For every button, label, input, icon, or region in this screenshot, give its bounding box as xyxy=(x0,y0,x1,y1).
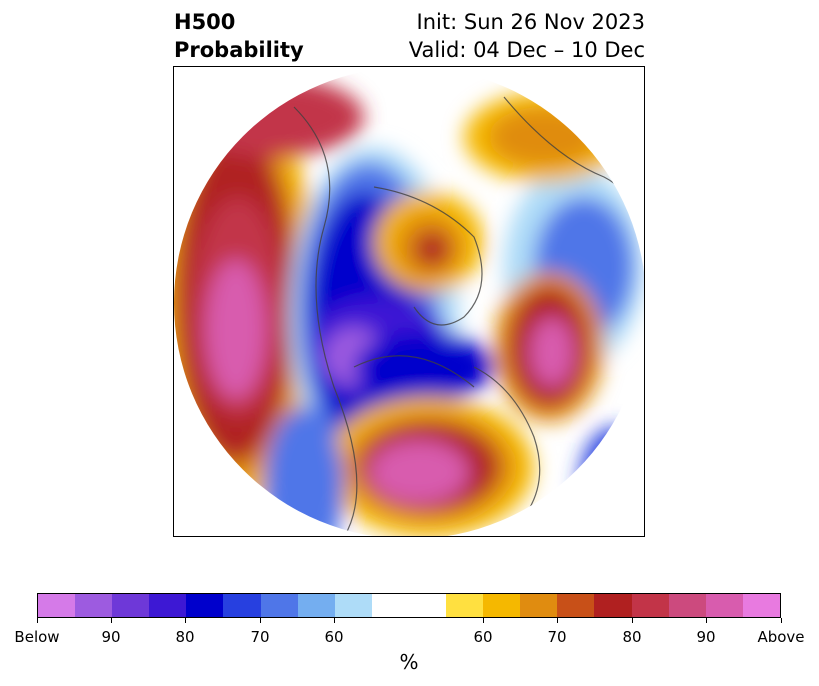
colorbar-cell xyxy=(520,594,558,617)
probability-map xyxy=(173,66,645,537)
colorbar-tick-label: 90 xyxy=(101,628,121,646)
map-title: H500 Probability xyxy=(174,8,304,64)
colorbar-cell xyxy=(223,594,261,617)
colorbar-tick-label: 80 xyxy=(622,628,642,646)
colorbar-tick-label: 90 xyxy=(696,628,716,646)
colorbar-tick-label: 80 xyxy=(175,628,195,646)
colorbar-tick-label: 70 xyxy=(250,628,270,646)
colorbar-cell xyxy=(334,594,372,617)
map-dates: Init: Sun 26 Nov 2023 Valid: 04 Dec – 10… xyxy=(409,8,645,64)
colorbar-cell xyxy=(186,594,224,617)
colorbar-cell xyxy=(260,594,298,617)
colorbar-cell xyxy=(594,594,632,617)
colorbar-tick-mark xyxy=(185,618,186,623)
colorbar-cell xyxy=(112,594,150,617)
colorbar-tick-mark xyxy=(483,618,484,623)
colorbar-tick-label: 60 xyxy=(473,628,493,646)
colorbar-tick-mark xyxy=(632,618,633,623)
colorbar-cell xyxy=(483,594,521,617)
title-line-1: H500 xyxy=(174,10,236,34)
colorbar-tick-label: Below xyxy=(14,628,60,646)
valid-range: Valid: 04 Dec – 10 Dec xyxy=(408,38,645,62)
colorbar-cell xyxy=(705,594,743,617)
colorbar-tick-mark xyxy=(111,618,112,623)
colorbar-cell xyxy=(371,594,447,617)
init-date: Init: Sun 26 Nov 2023 xyxy=(416,10,645,34)
colorbar xyxy=(37,593,781,618)
colorbar-cell xyxy=(742,594,780,617)
colorbar-tick-mark xyxy=(260,618,261,623)
colorbar-unit-label: % xyxy=(399,650,419,674)
colorbar-tick-mark xyxy=(334,618,335,623)
colorbar-cell xyxy=(668,594,706,617)
colorbar-tick-mark xyxy=(706,618,707,623)
colorbar-cell xyxy=(297,594,335,617)
colorbar-cell xyxy=(631,594,669,617)
colorbar-tick-label: 70 xyxy=(547,628,567,646)
colorbar-cell xyxy=(149,594,187,617)
colorbar-tick-label: Above xyxy=(757,628,805,646)
colorbar-tick-mark xyxy=(557,618,558,623)
title-line-2: Probability xyxy=(174,38,304,62)
colorbar-tick-mark xyxy=(37,618,38,623)
colorbar-cell xyxy=(557,594,595,617)
colorbar-cell xyxy=(75,594,113,617)
colorbar-cell xyxy=(38,594,76,617)
colorbar-cell xyxy=(446,594,484,617)
colorbar-tick-label: 60 xyxy=(324,628,344,646)
colorbar-tick-mark xyxy=(781,618,782,623)
